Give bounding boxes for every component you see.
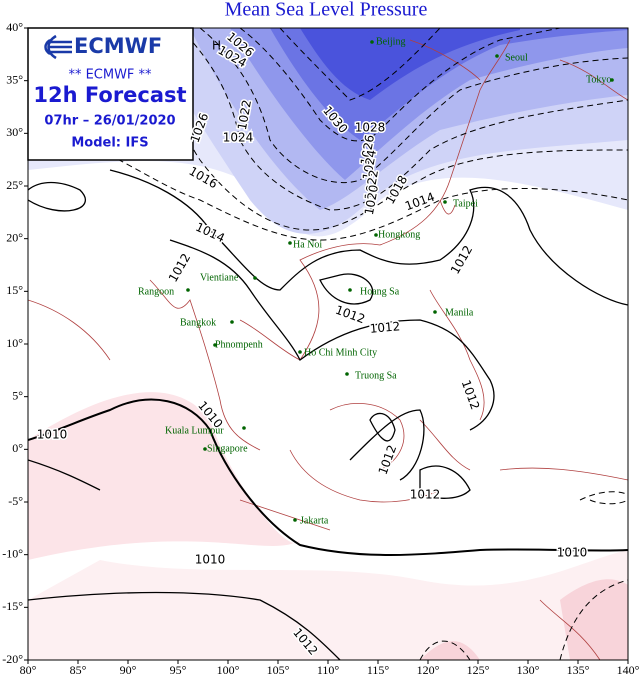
city-label: Kuala Lumpur xyxy=(165,425,224,436)
city-label: Taipei xyxy=(453,198,478,209)
isobar-label: 1024 xyxy=(223,131,254,145)
isobar-label: 1022 xyxy=(235,99,254,132)
city-dot xyxy=(298,350,302,354)
isobar-label: 1010 xyxy=(557,546,588,560)
city-dot xyxy=(242,426,246,430)
city-label: Seoul xyxy=(505,52,528,63)
lon-tick-label: 95° xyxy=(170,663,187,677)
isobar-label: 1010 xyxy=(37,428,68,442)
lat-tick-label: 10° xyxy=(6,336,23,350)
city-label: Singapore xyxy=(207,443,248,454)
city-label: Rangoon xyxy=(138,286,174,297)
isobar-label: 1010 xyxy=(195,553,226,567)
city-label: Hoang Sa xyxy=(360,286,400,297)
city-dot xyxy=(230,320,234,324)
isobar-label: 1022 xyxy=(362,169,381,202)
lat-tick-label: 15° xyxy=(6,283,23,297)
city-label: Ho Chi Minh City xyxy=(304,347,377,358)
lon-tick-label: 115° xyxy=(367,663,390,677)
city-dot xyxy=(186,288,190,292)
city-label: Bangkok xyxy=(180,317,216,328)
lat-tick-label: 40° xyxy=(6,20,23,34)
lon-tick-label: 100° xyxy=(217,663,240,677)
city-dot xyxy=(610,78,614,82)
city-label: Ha Noi xyxy=(293,239,322,250)
city-label: Tokyo xyxy=(586,74,611,85)
pressure-field xyxy=(28,28,628,660)
info-line: ** ECMWF ** xyxy=(68,68,152,83)
city-dot xyxy=(433,310,437,314)
lat-tick-label: -15° xyxy=(2,599,23,613)
isobar-label: 1012 xyxy=(369,319,401,336)
city-dot xyxy=(288,241,292,245)
city-label: Hongkong xyxy=(378,229,420,240)
city-label: Phnompenh xyxy=(215,339,263,350)
lon-tick-label: 90° xyxy=(120,663,137,677)
city-dot xyxy=(495,54,499,58)
isobar-label: 1012 xyxy=(410,488,441,502)
city-dot xyxy=(213,343,217,347)
city-dot xyxy=(443,200,447,204)
lon-tick-label: 140° xyxy=(617,663,640,677)
lat-tick-label: 35° xyxy=(6,72,23,86)
info-line: Model: IFS xyxy=(71,136,148,151)
lat-tick-label: 20° xyxy=(6,230,23,244)
lat-tick-label: 5° xyxy=(12,388,23,402)
lat-tick-label: -20° xyxy=(2,652,23,666)
info-line: 07hr – 26/01/2020 xyxy=(44,114,175,129)
city-dot xyxy=(293,518,297,522)
city-dot xyxy=(203,447,207,451)
lat-tick-label: 30° xyxy=(6,125,23,139)
city-dot xyxy=(253,276,257,280)
city-dot xyxy=(370,40,374,44)
lon-tick-label: 105° xyxy=(267,663,290,677)
info-box: ECMWF ** ECMWF ** 12h Forecast 07hr – 26… xyxy=(27,27,194,161)
isobar-label: 1028 xyxy=(355,121,386,135)
isobar-label: 1026 xyxy=(358,134,377,167)
city-dot xyxy=(374,233,378,237)
lon-tick-label: 120° xyxy=(417,663,440,677)
title: Mean Sea Level Pressure xyxy=(225,0,428,21)
city-dot xyxy=(348,288,352,292)
high-marker: H xyxy=(212,39,221,53)
city-label: Truong Sa xyxy=(355,370,397,381)
lat-tick-label: 0° xyxy=(12,441,23,455)
lat-tick-label: -5° xyxy=(8,494,23,508)
lat-tick-label: -10° xyxy=(2,546,23,560)
isobar-label: 1020 xyxy=(362,184,381,217)
isobar-label: 1024 xyxy=(360,149,379,182)
lon-tick-label: 80° xyxy=(20,663,37,677)
lon-tick-label: 110° xyxy=(317,663,340,677)
info-line: 12h Forecast xyxy=(33,83,186,107)
lon-tick-label: 135° xyxy=(567,663,590,677)
city-label: Vientiane xyxy=(200,272,239,283)
logo: ECMWF xyxy=(74,34,162,58)
city-dot xyxy=(345,372,349,376)
lon-tick-label: 125° xyxy=(467,663,490,677)
lat-tick-label: 25° xyxy=(6,178,23,192)
city-label: Beijing xyxy=(376,36,405,47)
city-label: Manila xyxy=(445,307,474,318)
lon-tick-label: 85° xyxy=(70,663,87,677)
lon-tick-label: 130° xyxy=(517,663,540,677)
city-label: Jakarta xyxy=(300,515,329,526)
